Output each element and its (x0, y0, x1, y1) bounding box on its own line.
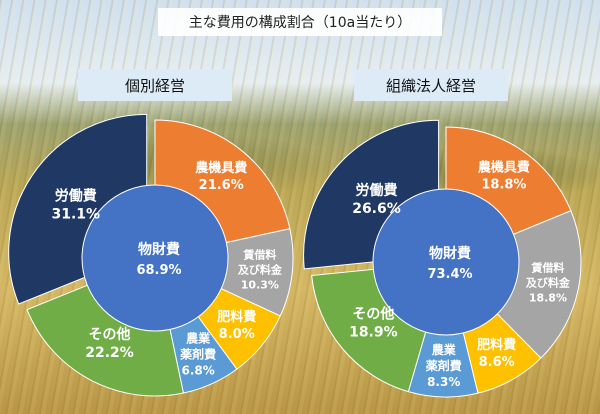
slice-label-labor: 労働費 (355, 182, 397, 199)
slice-label-pesticide: 農業 (186, 330, 211, 345)
slice-label-machinery: 農機具費 (195, 160, 247, 176)
slice-label-rent: 及び料金 (526, 276, 571, 290)
slice-value-pesticide: 8.3% (427, 375, 460, 389)
slice-value-rent: 18.8% (529, 292, 567, 305)
donut-chart-2 (303, 119, 582, 398)
slice-value-fertilizer: 8.6% (479, 355, 515, 370)
slice-label-other: その他 (352, 305, 394, 322)
slice-value-labor: 26.6% (352, 201, 401, 217)
slice-value-rent: 10.3% (241, 278, 279, 291)
slice-value-machinery: 21.6% (199, 178, 244, 193)
chart-title-organization: 組織法人経営 (354, 69, 508, 101)
slice-label-rent: 及び料金 (238, 262, 283, 276)
slice-value-labor: 31.1% (52, 206, 101, 222)
inner-slice-material (372, 188, 520, 336)
inner-value-material: 68.9% (136, 263, 181, 278)
inner-label-material: 物財費 (429, 245, 471, 262)
inner-value-material: 73.4% (427, 267, 472, 282)
slice-label-fertilizer: 肥料費 (217, 309, 256, 325)
slice-label-labor: 労働費 (55, 187, 97, 204)
slice-label-rent: 賃借料 (242, 247, 276, 261)
slice-label-pesticide: 農業 (432, 342, 457, 357)
slice-label-fertilizer: 肥料費 (477, 337, 516, 353)
slice-label-machinery: 農機具費 (478, 160, 530, 176)
chart-title-individual: 個別経営 (78, 69, 232, 101)
donut-chart-1 (8, 113, 294, 397)
slice-value-fertilizer: 8.0% (219, 327, 255, 342)
slice-value-other: 22.2% (85, 345, 134, 361)
inner-slice-material (81, 184, 229, 332)
slice-label-pesticide: 薬剤費 (426, 358, 462, 373)
slice-label-other: その他 (89, 326, 131, 343)
slice-label-rent: 賃借料 (530, 261, 564, 275)
slice-value-other: 18.9% (349, 324, 398, 340)
inner-label-material: 物財費 (138, 241, 180, 258)
slice-value-pesticide: 6.8% (181, 363, 214, 377)
slice-label-pesticide: 薬剤費 (180, 346, 216, 361)
main-title: 主な費用の構成割合（10a当たり） (158, 8, 442, 36)
slice-value-machinery: 18.8% (481, 178, 526, 193)
